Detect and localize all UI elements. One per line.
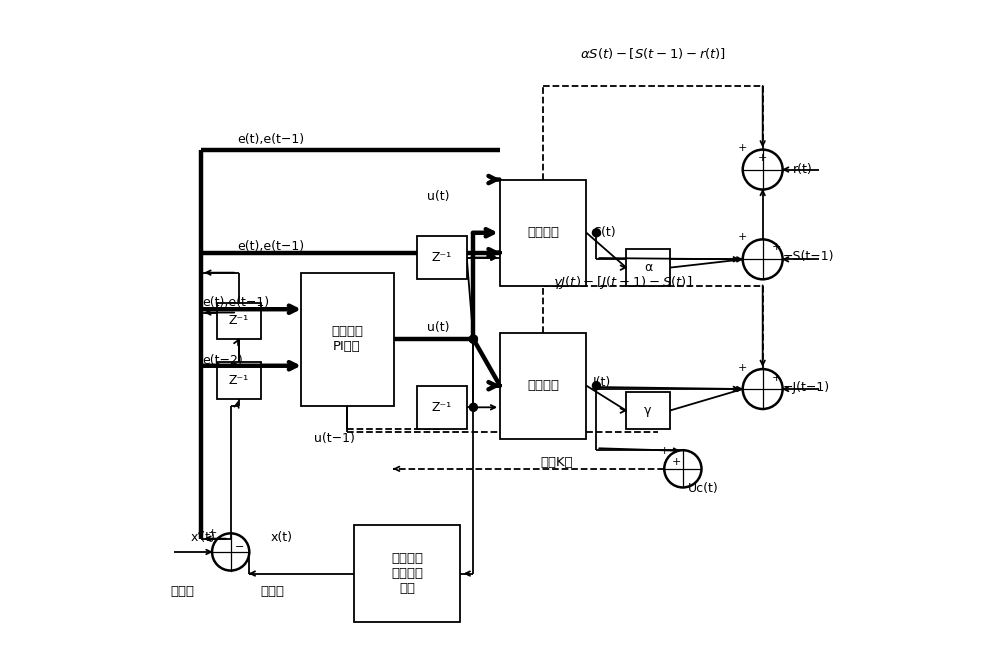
Text: 目标网络: 目标网络 bbox=[527, 226, 559, 239]
Text: x(t): x(t) bbox=[271, 531, 293, 544]
Bar bbox=[354, 525, 460, 622]
Text: γ: γ bbox=[644, 404, 652, 417]
Text: +: + bbox=[758, 153, 767, 164]
Text: J(t): J(t) bbox=[593, 376, 611, 389]
Text: +: + bbox=[738, 142, 747, 153]
Text: +: + bbox=[772, 372, 781, 383]
Text: +: + bbox=[738, 362, 747, 373]
Text: 调整K值: 调整K值 bbox=[540, 456, 573, 469]
Circle shape bbox=[592, 229, 600, 237]
Text: Z⁻¹: Z⁻¹ bbox=[432, 401, 452, 414]
Text: u(t−1): u(t−1) bbox=[314, 432, 355, 446]
Bar bbox=[300, 273, 394, 406]
Circle shape bbox=[469, 403, 477, 411]
Text: r(t): r(t) bbox=[793, 163, 812, 176]
Bar bbox=[626, 249, 670, 286]
Text: α: α bbox=[644, 261, 652, 274]
Text: −: − bbox=[235, 541, 245, 552]
Text: Z⁻¹: Z⁻¹ bbox=[229, 374, 249, 387]
Text: 实际值: 实际值 bbox=[261, 585, 285, 598]
Text: 参考值: 参考值 bbox=[171, 585, 195, 598]
Text: +: + bbox=[738, 232, 747, 243]
Text: u(t): u(t) bbox=[427, 190, 449, 203]
Text: x′(t): x′(t) bbox=[191, 531, 216, 544]
Text: e(t−2): e(t−2) bbox=[202, 354, 243, 367]
Bar bbox=[626, 392, 670, 429]
Text: 永磁同步
电机被控
对象: 永磁同步 电机被控 对象 bbox=[391, 552, 423, 595]
Text: +: + bbox=[660, 446, 670, 456]
Text: e(t),e(t−1): e(t),e(t−1) bbox=[237, 133, 304, 146]
Bar bbox=[500, 180, 586, 286]
Text: Z⁻¹: Z⁻¹ bbox=[229, 315, 249, 327]
Text: e(t),e(t−1): e(t),e(t−1) bbox=[237, 239, 304, 253]
Circle shape bbox=[469, 335, 477, 343]
Bar bbox=[217, 303, 261, 339]
Text: −S(t−1): −S(t−1) bbox=[783, 249, 834, 263]
Text: Z⁻¹: Z⁻¹ bbox=[432, 251, 452, 264]
Text: −J(t−1): −J(t−1) bbox=[783, 380, 830, 394]
Text: $\gamma J(t)-[J(t-1)-S(t)]$: $\gamma J(t)-[J(t-1)-S(t)]$ bbox=[553, 274, 692, 291]
Text: $\alpha S(t)-[S(t-1)-r(t)]$: $\alpha S(t)-[S(t-1)-r(t)]$ bbox=[580, 46, 726, 61]
Text: 评价网络: 评价网络 bbox=[527, 379, 559, 392]
Text: +: + bbox=[772, 242, 781, 253]
Text: u(t): u(t) bbox=[427, 321, 449, 334]
Text: Uᴄ(t): Uᴄ(t) bbox=[688, 482, 718, 495]
Text: +: + bbox=[672, 457, 681, 467]
Text: 单神经元
PI算法: 单神经元 PI算法 bbox=[331, 325, 363, 353]
Bar bbox=[417, 236, 467, 279]
Text: S(t): S(t) bbox=[593, 226, 616, 239]
Bar bbox=[417, 386, 467, 429]
Circle shape bbox=[592, 382, 600, 390]
Text: e(t),e(t−1): e(t),e(t−1) bbox=[202, 296, 269, 309]
Bar bbox=[217, 362, 261, 399]
Circle shape bbox=[469, 335, 477, 343]
Text: +: + bbox=[208, 528, 217, 539]
Bar bbox=[500, 332, 586, 439]
